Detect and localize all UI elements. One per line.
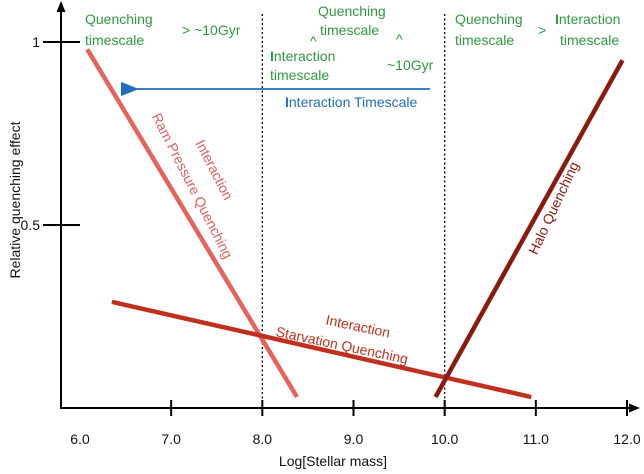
- right-interaction-rest: nteraction: [559, 11, 620, 27]
- middle-region-relation-bottom: ^: [396, 31, 403, 47]
- y-tick-label: 0.5: [21, 217, 41, 233]
- x-tick-label: 10.0: [431, 431, 458, 447]
- series-line-0: [85, 48, 299, 399]
- y-axis-title: Relative quenching effect: [7, 121, 23, 278]
- left-region-quenching: Quenching: [85, 11, 153, 27]
- middle-region-interaction: Interaction: [270, 48, 335, 64]
- middle-region-relation-top: ^: [310, 33, 317, 49]
- middle-region-timescale-top: timescale: [320, 22, 379, 38]
- arrow-label-rest: nteraction Timescale: [289, 94, 418, 110]
- x-tick-label: 7.0: [161, 431, 181, 447]
- right-interaction-initial: I: [555, 11, 559, 27]
- x-tick-label: 6.0: [70, 431, 90, 447]
- interaction-rest: nteraction: [274, 48, 335, 64]
- y-tick-label: 1: [32, 34, 40, 50]
- right-region-interaction: Interaction: [555, 11, 620, 27]
- series-line-1: [111, 299, 532, 400]
- middle-region-10gyr: ~10Gyr: [387, 57, 434, 73]
- x-axis-title: Log[Stellar mass]: [279, 453, 387, 469]
- series-line-2: [433, 59, 625, 399]
- x-axis-arrow: [629, 403, 640, 413]
- middle-region-quenching: Quenching: [318, 3, 386, 19]
- middle-region-timescale-bottom: timescale: [270, 67, 329, 83]
- left-region-timescale: timescale: [85, 32, 144, 48]
- arrow-label-initial: I: [285, 94, 289, 110]
- halo-quenching-label: Halo Quenching: [525, 159, 582, 257]
- x-tick-label: 8.0: [253, 431, 273, 447]
- right-region-relation: >: [538, 22, 546, 38]
- y-axis-arrow: [56, 1, 66, 12]
- interaction-initial: I: [270, 48, 274, 64]
- right-region-timescale: timescale: [455, 32, 514, 48]
- x-tick-label: 12.0: [613, 431, 640, 447]
- x-tick-label: 9.0: [344, 431, 364, 447]
- left-region-relation: > ~10Gyr: [182, 22, 241, 38]
- right-region-quenching: Quenching: [455, 11, 523, 27]
- interaction-timescale-label: Interaction Timescale: [285, 94, 417, 110]
- right-region-timescale-2: timescale: [560, 32, 619, 48]
- x-tick-label: 11.0: [523, 431, 549, 447]
